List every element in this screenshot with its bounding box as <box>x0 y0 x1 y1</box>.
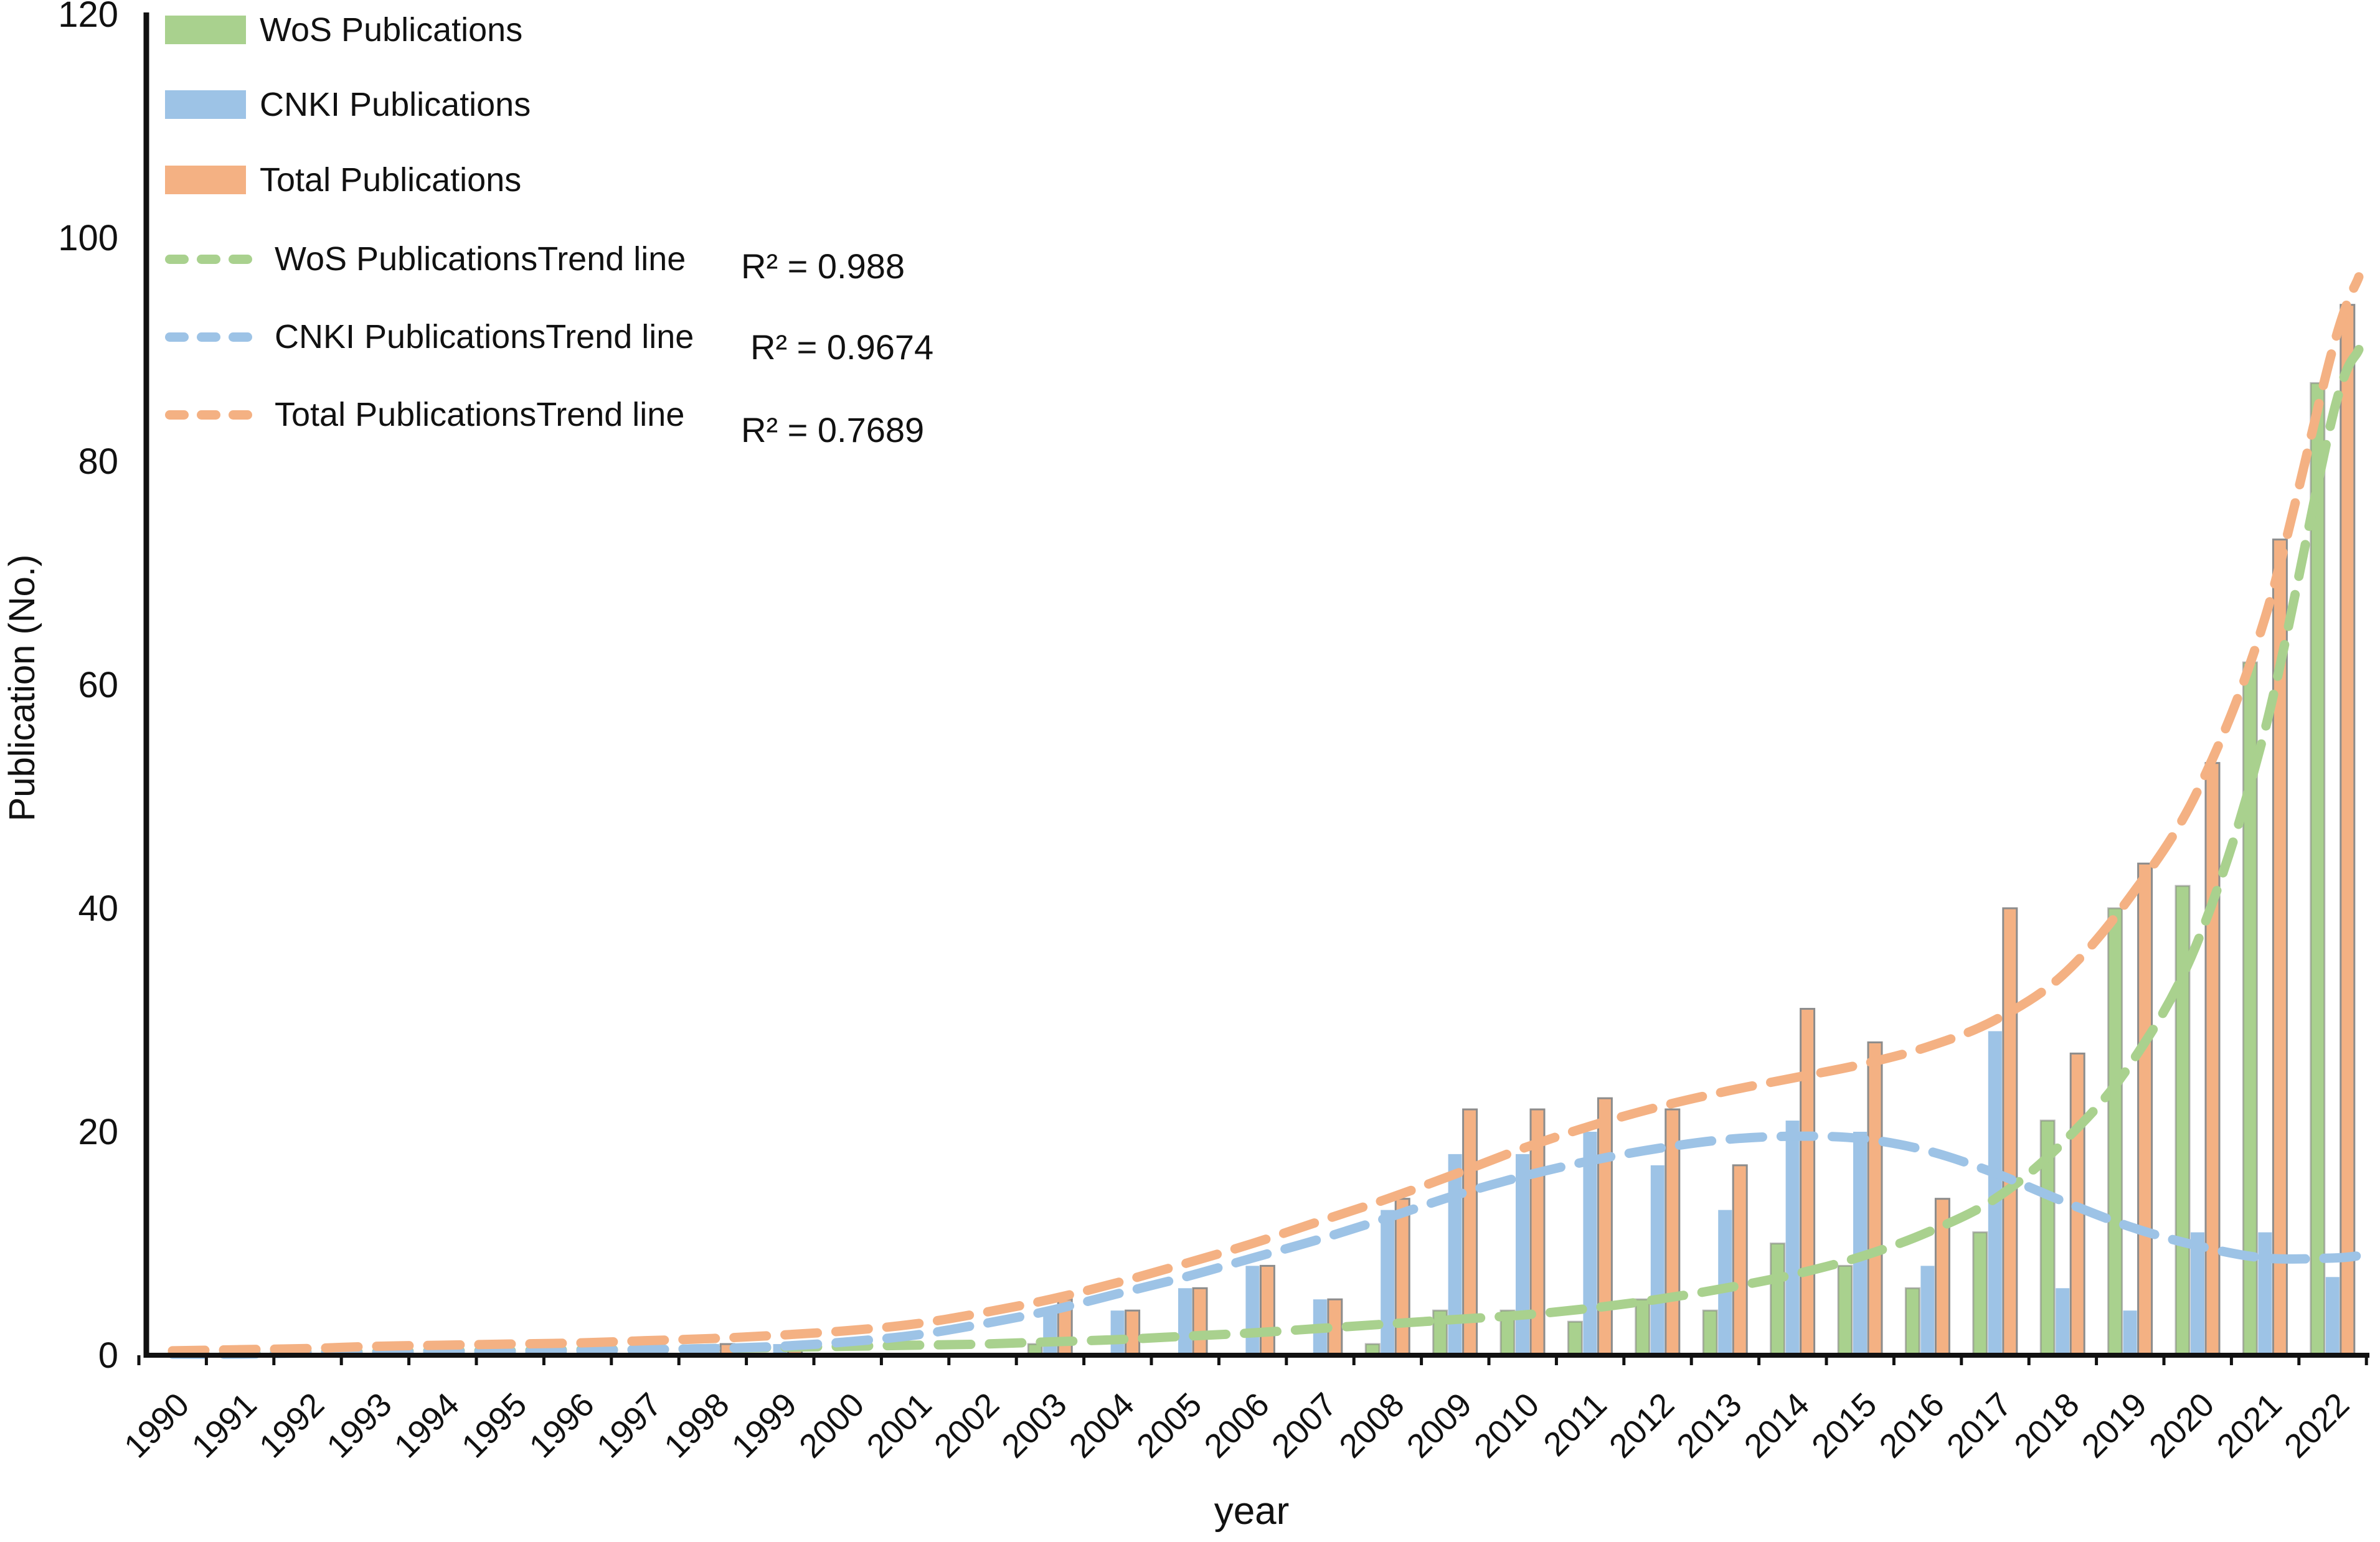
svg-text:2007: 2007 <box>1265 1386 1344 1465</box>
legend-item-wos-trend: WoS PublicationsTrend line <box>165 240 686 278</box>
svg-text:1992: 1992 <box>252 1386 331 1465</box>
bar-series-group <box>706 304 2356 1356</box>
wos-trend-dash-icon <box>165 254 252 264</box>
svg-text:1997: 1997 <box>590 1386 669 1465</box>
x-tick-labels: 1990199119921993199419951996199719981999… <box>117 1386 2356 1465</box>
legend-label: Total PublicationsTrend line <box>275 396 685 433</box>
axes-group <box>137 12 2369 1365</box>
svg-text:2011: 2011 <box>1536 1386 1614 1464</box>
svg-text:100: 100 <box>58 218 118 258</box>
svg-text:2012: 2012 <box>1602 1386 1681 1465</box>
svg-text:2015: 2015 <box>1805 1386 1884 1465</box>
legend-item-cnki-trend: CNKI PublicationsTrend line <box>165 317 694 356</box>
svg-text:40: 40 <box>78 888 118 929</box>
svg-text:2005: 2005 <box>1130 1386 1209 1465</box>
svg-text:120: 120 <box>58 0 118 35</box>
svg-text:2004: 2004 <box>1062 1386 1141 1465</box>
cnki-trend-dash-icon <box>165 332 252 342</box>
total-bar-swatch-icon <box>165 166 246 194</box>
svg-text:2009: 2009 <box>1400 1386 1479 1465</box>
svg-text:1998: 1998 <box>657 1386 736 1465</box>
svg-text:1996: 1996 <box>522 1386 602 1465</box>
cnki-bar-swatch-icon <box>165 90 246 119</box>
svg-text:2000: 2000 <box>792 1386 871 1465</box>
svg-text:2018: 2018 <box>2007 1386 2086 1465</box>
wos-bar-swatch-icon <box>165 16 246 44</box>
svg-text:2006: 2006 <box>1197 1386 1277 1465</box>
r2-value-total: R² = 0.7689 <box>741 410 925 449</box>
svg-text:2010: 2010 <box>1467 1386 1546 1465</box>
svg-text:2020: 2020 <box>2142 1386 2221 1465</box>
svg-text:1995: 1995 <box>455 1386 534 1465</box>
trend-lines-group <box>168 272 2364 1359</box>
svg-text:2008: 2008 <box>1332 1386 1411 1465</box>
svg-text:20: 20 <box>78 1112 118 1152</box>
legend-label: Total Publications <box>260 161 522 199</box>
x-axis-title: year <box>1214 1490 1290 1533</box>
legend-label: WoS PublicationsTrend line <box>275 240 686 278</box>
svg-text:1994: 1994 <box>387 1386 466 1465</box>
svg-text:2019: 2019 <box>2075 1386 2154 1465</box>
svg-text:2001: 2001 <box>860 1386 939 1465</box>
svg-text:1999: 1999 <box>725 1386 804 1465</box>
legend-item-wos-bar: WoS Publications <box>165 11 522 49</box>
svg-text:2003: 2003 <box>994 1386 1074 1465</box>
r2-value-wos: R² = 0.988 <box>741 247 905 286</box>
svg-text:1993: 1993 <box>319 1386 399 1465</box>
svg-text:60: 60 <box>78 665 118 705</box>
legend-item-total-bar: Total Publications <box>165 161 521 199</box>
y-tick-labels: 0 20 40 60 80 100 120 <box>58 0 118 1376</box>
svg-text:80: 80 <box>78 441 118 482</box>
svg-text:0: 0 <box>98 1335 118 1376</box>
legend-label: CNKI Publications <box>260 86 531 123</box>
r2-value-cnki: R² = 0.9674 <box>750 327 934 367</box>
svg-text:2014: 2014 <box>1737 1386 1816 1465</box>
svg-text:2002: 2002 <box>927 1386 1006 1465</box>
svg-text:2016: 2016 <box>1872 1386 1952 1465</box>
legend-label: CNKI PublicationsTrend line <box>275 318 694 355</box>
total-trend-dash-icon <box>165 410 252 420</box>
svg-text:1990: 1990 <box>117 1386 196 1465</box>
svg-text:2017: 2017 <box>1940 1386 2019 1465</box>
svg-text:2013: 2013 <box>1669 1386 1749 1465</box>
y-axis-title: Publication (No.) <box>2 555 42 822</box>
legend-label: WoS Publications <box>260 11 523 49</box>
svg-text:2022: 2022 <box>2277 1386 2356 1465</box>
svg-text:2021: 2021 <box>2210 1386 2289 1465</box>
svg-text:1991: 1991 <box>185 1386 264 1465</box>
legend-item-cnki-bar: CNKI Publications <box>165 85 531 124</box>
legend-item-total-trend: Total PublicationsTrend line <box>165 395 684 434</box>
